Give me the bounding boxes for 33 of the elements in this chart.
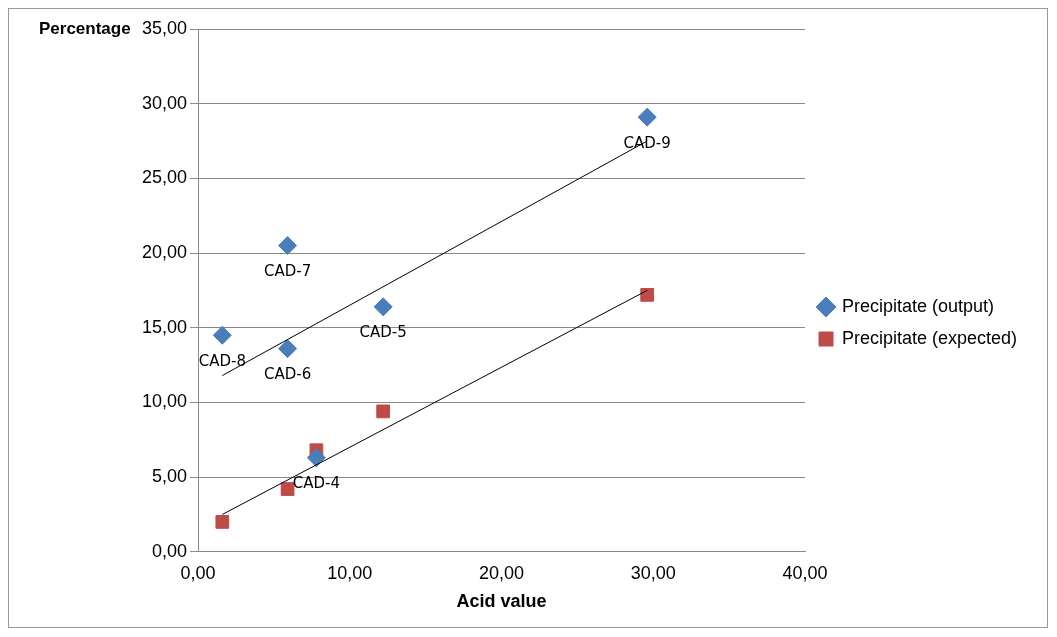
y-tick-label: 5,00	[152, 466, 188, 487]
y-tick-label: 30,00	[142, 92, 188, 113]
y-axis-title: Percentage	[39, 18, 131, 38]
y-tick-label: 0,00	[152, 540, 188, 561]
x-axis-title: Acid value	[456, 591, 547, 612]
point	[640, 288, 655, 302]
y-tick-label: 35,00	[142, 17, 188, 38]
data-label: CAD-4	[292, 474, 341, 493]
y-tick-label: 25,00	[142, 167, 188, 188]
y-tick-label: 15,00	[142, 316, 188, 337]
point	[373, 297, 393, 317]
point	[280, 482, 295, 496]
point	[278, 236, 298, 256]
legend-label: Precipitate (output)	[842, 295, 995, 316]
legend-label: Precipitate (expected)	[842, 327, 1018, 348]
data-label: CAD-9	[623, 133, 671, 152]
y-tick-label: 10,00	[142, 391, 188, 412]
data-label: CAD-6	[263, 365, 312, 384]
point	[637, 107, 657, 127]
y-tick-label: 20,00	[142, 242, 188, 263]
point	[376, 404, 391, 419]
x-tick-label: 40,00	[782, 562, 828, 583]
x-tick-label: 0,00	[180, 562, 216, 583]
point	[306, 448, 326, 468]
data-label: CAD-7	[263, 261, 312, 280]
x-tick-label: 20,00	[479, 562, 525, 583]
point	[212, 325, 232, 345]
data-label: CAD-5	[359, 323, 407, 342]
point	[278, 339, 298, 359]
data-label: CAD-8	[198, 351, 246, 370]
x-tick-label: 30,00	[630, 562, 676, 583]
x-tick-label: 10,00	[327, 562, 373, 583]
point	[215, 515, 230, 529]
